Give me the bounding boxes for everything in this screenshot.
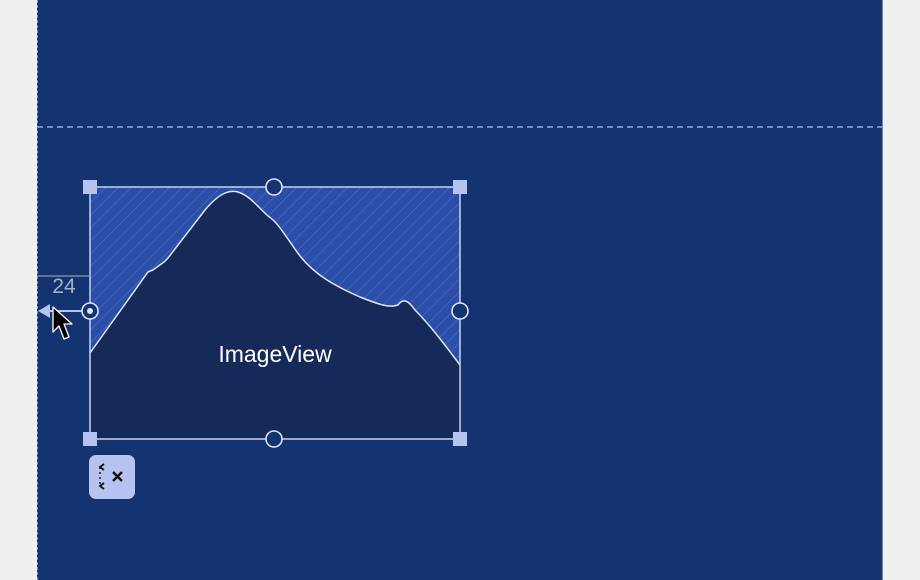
anchor-left-connected[interactable] [81, 302, 99, 320]
mouse-cursor-icon [52, 306, 73, 340]
resize-handle-bottom-right[interactable] [453, 432, 467, 446]
anchor-right[interactable] [451, 302, 469, 320]
anchor-bottom[interactable] [265, 430, 283, 448]
resize-handle-top-left[interactable] [83, 180, 97, 194]
clear-constraints-button[interactable] [89, 455, 135, 499]
clear-constraints-icon [98, 463, 123, 490]
resize-handle-top-right[interactable] [453, 180, 467, 194]
start-margin-constraint[interactable] [37, 275, 90, 318]
image-view-label: ImageView [218, 341, 332, 367]
start-margin-value: 24 [52, 275, 76, 298]
mountain-placeholder-icon [90, 191, 460, 439]
anchor-top[interactable] [265, 178, 283, 196]
image-view[interactable] [89, 186, 461, 440]
mountain-outline [89, 190, 461, 366]
resize-handle-bottom-left[interactable] [83, 432, 97, 446]
horizontal-guideline[interactable] [37, 126, 883, 128]
